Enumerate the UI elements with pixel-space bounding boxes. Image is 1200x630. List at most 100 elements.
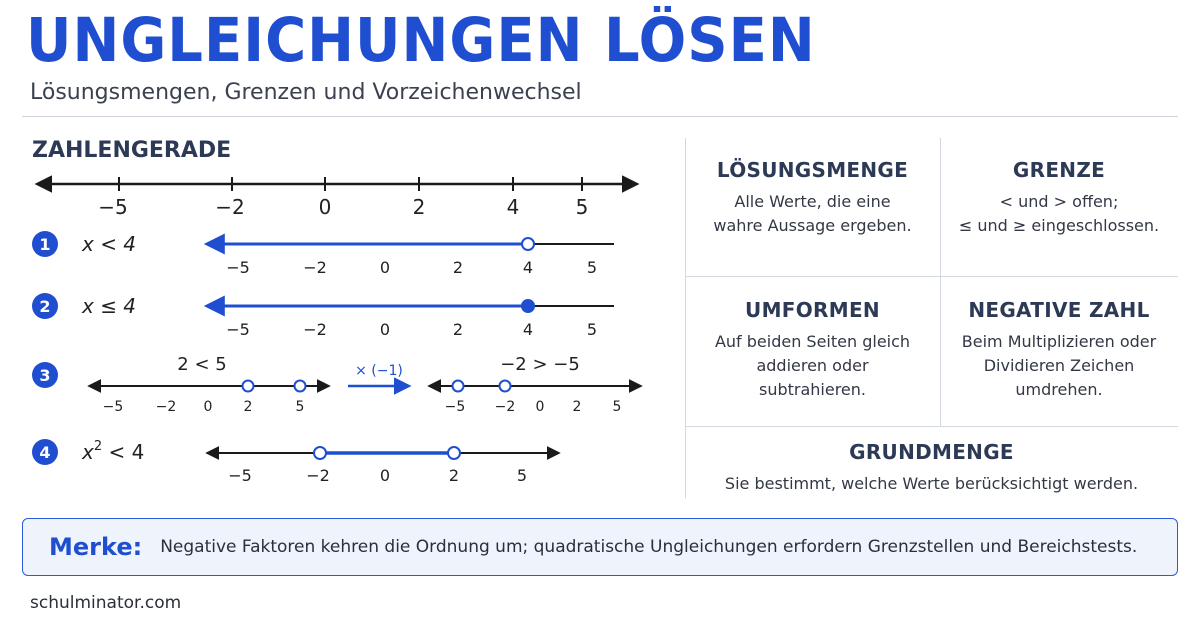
tick-label: 2 [453,258,463,277]
tick-label: 5 [587,320,597,339]
example-number-badge [32,293,58,319]
info-line: Alle Werte, die eine [734,192,891,211]
info-cell-grundmenge: GRUNDMENGE Sie bestimmt, welche Werte be… [685,440,1178,496]
page-subtitle: Lösungsmengen, Grenzen und Vorzeichenwec… [30,80,582,105]
main-tick-label: −2 [215,195,244,219]
example-inequality: x < 4 [81,232,136,256]
tick-label: 2 [453,320,463,339]
inequality-variable: x [81,440,94,464]
tick-label: −5 [228,466,252,485]
main-tick-label: 2 [413,195,426,219]
header-divider [22,116,1178,117]
main-number-line: −5 −2 0 2 4 5 [34,175,640,219]
example-3: 3 2 < 5 −5 −2 0 2 5 × (−1) −2 > −5 −5 −2… [32,354,643,415]
open-endpoint [521,237,535,251]
tick-label: 5 [296,399,305,415]
info-cell-umformen: UMFORMEN Auf beiden Seiten gleich addiere… [685,298,940,402]
tick-label: −2 [156,399,177,415]
info-line: ≤ und ≥ eingeschlossen. [958,216,1160,235]
tick-label: −2 [495,399,516,415]
tick-label: 0 [204,399,213,415]
left-inequality: 2 < 5 [177,354,226,375]
main-tick-label: −5 [98,195,127,219]
info-cell-text: Sie bestimmt, welche Werte berücksichtig… [685,472,1178,496]
info-cell-title: GRENZE [1012,158,1106,182]
footer-source: schulminator.com [30,593,182,613]
inequality-rest: < 4 [102,440,144,464]
grid-divider [685,276,1178,277]
open-endpoint [313,446,327,460]
info-line: subtrahieren. [758,380,866,399]
info-cell-loesungsmenge: LÖSUNGSMENGE Alle Werte, die eine wahre A… [685,158,940,238]
tick-label: −2 [306,466,330,485]
tick-label: −2 [303,320,327,339]
tick-label: 2 [244,399,253,415]
grid-divider [940,138,941,426]
tick-label: −5 [445,399,466,415]
tick-label: 5 [517,466,527,485]
info-line: umdrehen. [1015,380,1103,399]
example-number: 3 [39,366,50,385]
open-point [451,379,465,393]
tick-label: −5 [226,258,250,277]
tick-label: 4 [523,320,533,339]
info-line: < und > offen; [999,192,1119,211]
merke-box: Merke: Negative Faktoren kehren die Ordn… [22,518,1178,576]
tick-label: 2 [573,399,582,415]
info-cell-text: < und > offen; ≤ und ≥ eingeschlossen. [940,190,1178,238]
example-4: 4 x2 < 4 −5 −2 0 2 5 [32,439,561,485]
tick-label: 0 [380,466,390,485]
open-point [241,379,255,393]
example-number-badge [32,231,58,257]
main-tick-label: 0 [319,195,332,219]
info-cell-title: LÖSUNGSMENGE [716,158,909,182]
example-inequality: x2 < 4 [81,439,144,464]
example-1: 1 x < 4 −5 −2 0 2 4 5 [32,231,614,277]
info-line: Auf beiden Seiten gleich [714,332,911,351]
example-number: 2 [39,297,50,316]
main-tick-label: 5 [576,195,589,219]
grid-divider [685,138,686,498]
open-point [498,379,512,393]
info-cell-title: NEGATIVE ZAHL [968,298,1150,322]
example-number-badge [32,439,58,465]
number-line-section-title: ZAHLENGERADE [32,138,232,163]
tick-label: 0 [380,258,390,277]
page-title: UNGLEICHUNGEN LÖSEN [26,6,816,77]
closed-endpoint [521,299,535,313]
info-cell-title: GRUNDMENGE [849,440,1014,464]
tick-label: 4 [523,258,533,277]
example-number: 1 [39,235,50,254]
number-line-diagram: −5 −2 0 2 4 5 1 x < 4 −5 −2 0 2 4 5 2 x … [32,175,643,485]
info-line: Beim Multiplizieren oder [961,332,1157,351]
grid-divider [685,426,1178,427]
info-cell-negative-zahl: NEGATIVE ZAHL Beim Multiplizieren oder Di… [940,298,1178,402]
merke-label: Merke: [49,533,143,561]
tick-label: 0 [380,320,390,339]
operation-label: × (−1) [355,363,403,379]
tick-label: 5 [613,399,622,415]
info-grid: LÖSUNGSMENGE Alle Werte, die eine wahre A… [685,138,1178,498]
example-number: 4 [39,443,50,462]
merke-text: Negative Faktoren kehren die Ordnung um;… [160,537,1138,557]
tick-label: −2 [303,258,327,277]
example-inequality: x ≤ 4 [81,294,136,318]
open-point [293,379,307,393]
tick-label: 5 [587,258,597,277]
tick-label: 2 [449,466,459,485]
right-inequality: −2 > −5 [500,354,580,375]
example-2: 2 x ≤ 4 −5 −2 0 2 4 5 [32,293,614,339]
tick-label: −5 [226,320,250,339]
tick-label: 0 [536,399,545,415]
open-endpoint [447,446,461,460]
tick-label: −5 [103,399,124,415]
info-cell-text: Beim Multiplizieren oder Dividieren Zeich… [940,330,1178,402]
info-cell-text: Auf beiden Seiten gleich addieren oder sub… [685,330,940,402]
info-line: Sie bestimmt, welche Werte berücksichtig… [724,474,1139,493]
info-line: Dividieren Zeichen [983,356,1135,375]
info-cell-text: Alle Werte, die eine wahre Aussage ergebe… [685,190,940,238]
info-line: wahre Aussage ergeben. [713,216,912,235]
example-number-badge [32,362,58,388]
inequality-exponent: 2 [94,439,102,454]
info-line: addieren oder [756,356,869,375]
